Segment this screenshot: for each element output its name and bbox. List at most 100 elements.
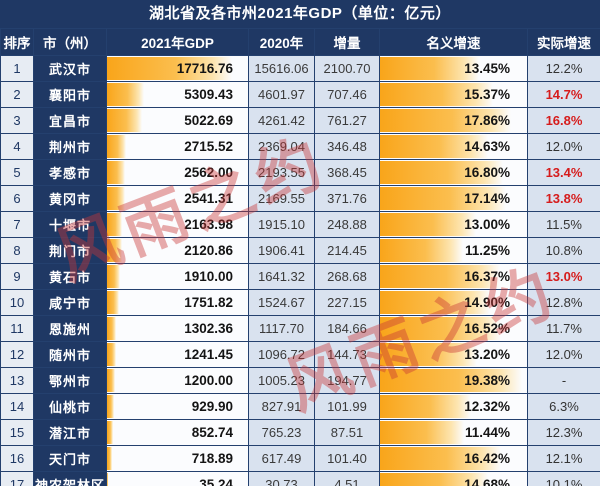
gdp-table: 排序 市（州） 2021年GDP 2020年 增量 名义增速 实际增速 1 武汉… (0, 28, 600, 486)
nominal-data-bar (380, 57, 479, 80)
gdp-2020-cell: 1524.67 (248, 289, 315, 316)
gdp-2021-cell: 1910.00 (106, 263, 249, 290)
city-cell: 天门市 (33, 445, 107, 472)
gdp-2021-cell: 929.90 (106, 393, 249, 420)
nominal-data-bar (380, 395, 471, 418)
gdp-2020-cell: 4261.42 (248, 107, 315, 134)
nominal-growth-cell: 14.90% (379, 289, 528, 316)
gdp-2021-value: 17716.76 (176, 61, 233, 76)
nominal-growth-cell: 13.20% (379, 341, 528, 368)
table-row: 6 黄冈市 2541.31 2169.55 371.76 17.14% 13.8… (0, 185, 600, 212)
real-growth-cell: 12.2% (527, 55, 600, 82)
city-cell: 潜江市 (33, 419, 107, 446)
delta-cell: 227.15 (314, 289, 380, 316)
city-cell: 神农架林区 (33, 471, 107, 486)
rank-cell: 14 (0, 393, 34, 420)
gdp-2021-value: 2163.98 (184, 217, 233, 232)
header-real-growth: 实际增速 (527, 28, 600, 56)
gdp-data-bar (107, 57, 232, 80)
nominal-data-bar (380, 447, 501, 470)
real-growth-cell: - (527, 367, 600, 394)
header-gdp-2021: 2021年GDP (106, 28, 249, 56)
gdp-2020-cell: 1906.41 (248, 237, 315, 264)
real-growth-cell: 12.0% (527, 133, 600, 160)
gdp-2020-cell: 2169.55 (248, 185, 315, 212)
delta-cell: 194.77 (314, 367, 380, 394)
nominal-data-bar (380, 343, 478, 366)
real-growth-cell: 12.1% (527, 445, 600, 472)
delta-cell: 368.45 (314, 159, 380, 186)
real-growth-cell: 13.0% (527, 263, 600, 290)
delta-cell: 248.88 (314, 211, 380, 238)
nominal-data-bar (380, 265, 501, 288)
rank-cell: 3 (0, 107, 34, 134)
nominal-data-bar (380, 187, 506, 210)
delta-cell: 101.99 (314, 393, 380, 420)
nominal-growth-value: 19.38% (464, 373, 510, 388)
real-growth-cell: 13.8% (527, 185, 600, 212)
rank-cell: 10 (0, 289, 34, 316)
gdp-2021-value: 5022.69 (184, 113, 233, 128)
city-cell: 荆州市 (33, 133, 107, 160)
nominal-growth-cell: 14.63% (379, 133, 528, 160)
gdp-2020-cell: 1005.23 (248, 367, 315, 394)
gdp-2020-cell: 1117.70 (248, 315, 315, 342)
gdp-2021-cell: 1751.82 (106, 289, 249, 316)
nominal-data-bar (380, 317, 502, 340)
gdp-2021-value: 1751.82 (184, 295, 233, 310)
city-cell: 恩施州 (33, 315, 107, 342)
nominal-growth-value: 17.86% (464, 113, 510, 128)
gdp-2021-cell: 2715.52 (106, 133, 249, 160)
delta-cell: 707.46 (314, 81, 380, 108)
gdp-2021-cell: 35.24 (106, 471, 249, 486)
nominal-data-bar (380, 421, 465, 444)
city-cell: 黄冈市 (33, 185, 107, 212)
gdp-2021-value: 1241.45 (184, 347, 233, 362)
table-row: 16 天门市 718.89 617.49 101.40 16.42% 12.1% (0, 445, 600, 472)
table-row: 7 十堰市 2163.98 1915.10 248.88 13.00% 11.5… (0, 211, 600, 238)
city-cell: 黄石市 (33, 263, 107, 290)
table-row: 2 襄阳市 5309.43 4601.97 707.46 15.37% 14.7… (0, 81, 600, 108)
gdp-2021-value: 1910.00 (184, 269, 233, 284)
rank-cell: 16 (0, 445, 34, 472)
gdp-2020-cell: 4601.97 (248, 81, 315, 108)
delta-cell: 371.76 (314, 185, 380, 212)
rank-cell: 13 (0, 367, 34, 394)
gdp-2021-value: 852.74 (191, 425, 233, 440)
delta-cell: 184.66 (314, 315, 380, 342)
real-growth-cell: 16.8% (527, 107, 600, 134)
gdp-2020-cell: 1641.32 (248, 263, 315, 290)
gdp-data-bar (107, 421, 113, 444)
gdp-2021-value: 929.90 (191, 399, 233, 414)
nominal-growth-cell: 16.42% (379, 445, 528, 472)
gdp-2021-cell: 2163.98 (106, 211, 249, 238)
table-title: 湖北省及各市州2021年GDP（单位：亿元） (0, 0, 600, 28)
nominal-data-bar (380, 135, 488, 158)
nominal-data-bar (380, 291, 490, 314)
gdp-2021-value: 5309.43 (184, 87, 233, 102)
gdp-2020-cell: 2369.04 (248, 133, 315, 160)
rank-cell: 6 (0, 185, 34, 212)
gdp-data-bar (107, 187, 125, 210)
table-row: 4 荆州市 2715.52 2369.04 346.48 14.63% 12.0… (0, 133, 600, 160)
header-row: 排序 市（州） 2021年GDP 2020年 增量 名义增速 实际增速 (0, 28, 600, 56)
city-cell: 荆门市 (33, 237, 107, 264)
city-cell: 十堰市 (33, 211, 107, 238)
header-delta: 增量 (314, 28, 380, 56)
nominal-growth-cell: 15.37% (379, 81, 528, 108)
table-row: 1 武汉市 17716.76 15616.06 2100.70 13.45% 1… (0, 55, 600, 82)
nominal-data-bar (380, 83, 493, 106)
nominal-growth-cell: 11.25% (379, 237, 528, 264)
gdp-2020-cell: 765.23 (248, 419, 315, 446)
gdp-2021-cell: 2120.86 (106, 237, 249, 264)
gdp-data-bar (107, 343, 116, 366)
real-growth-cell: 12.3% (527, 419, 600, 446)
nominal-growth-cell: 17.14% (379, 185, 528, 212)
table-row: 15 潜江市 852.74 765.23 87.51 11.44% 12.3% (0, 419, 600, 446)
nominal-growth-value: 16.42% (464, 451, 510, 466)
rank-cell: 12 (0, 341, 34, 368)
delta-cell: 346.48 (314, 133, 380, 160)
table-row: 17 神农架林区 35.24 30.73 4.51 14.68% 10.1% (0, 471, 600, 486)
nominal-growth-cell: 19.38% (379, 367, 528, 394)
